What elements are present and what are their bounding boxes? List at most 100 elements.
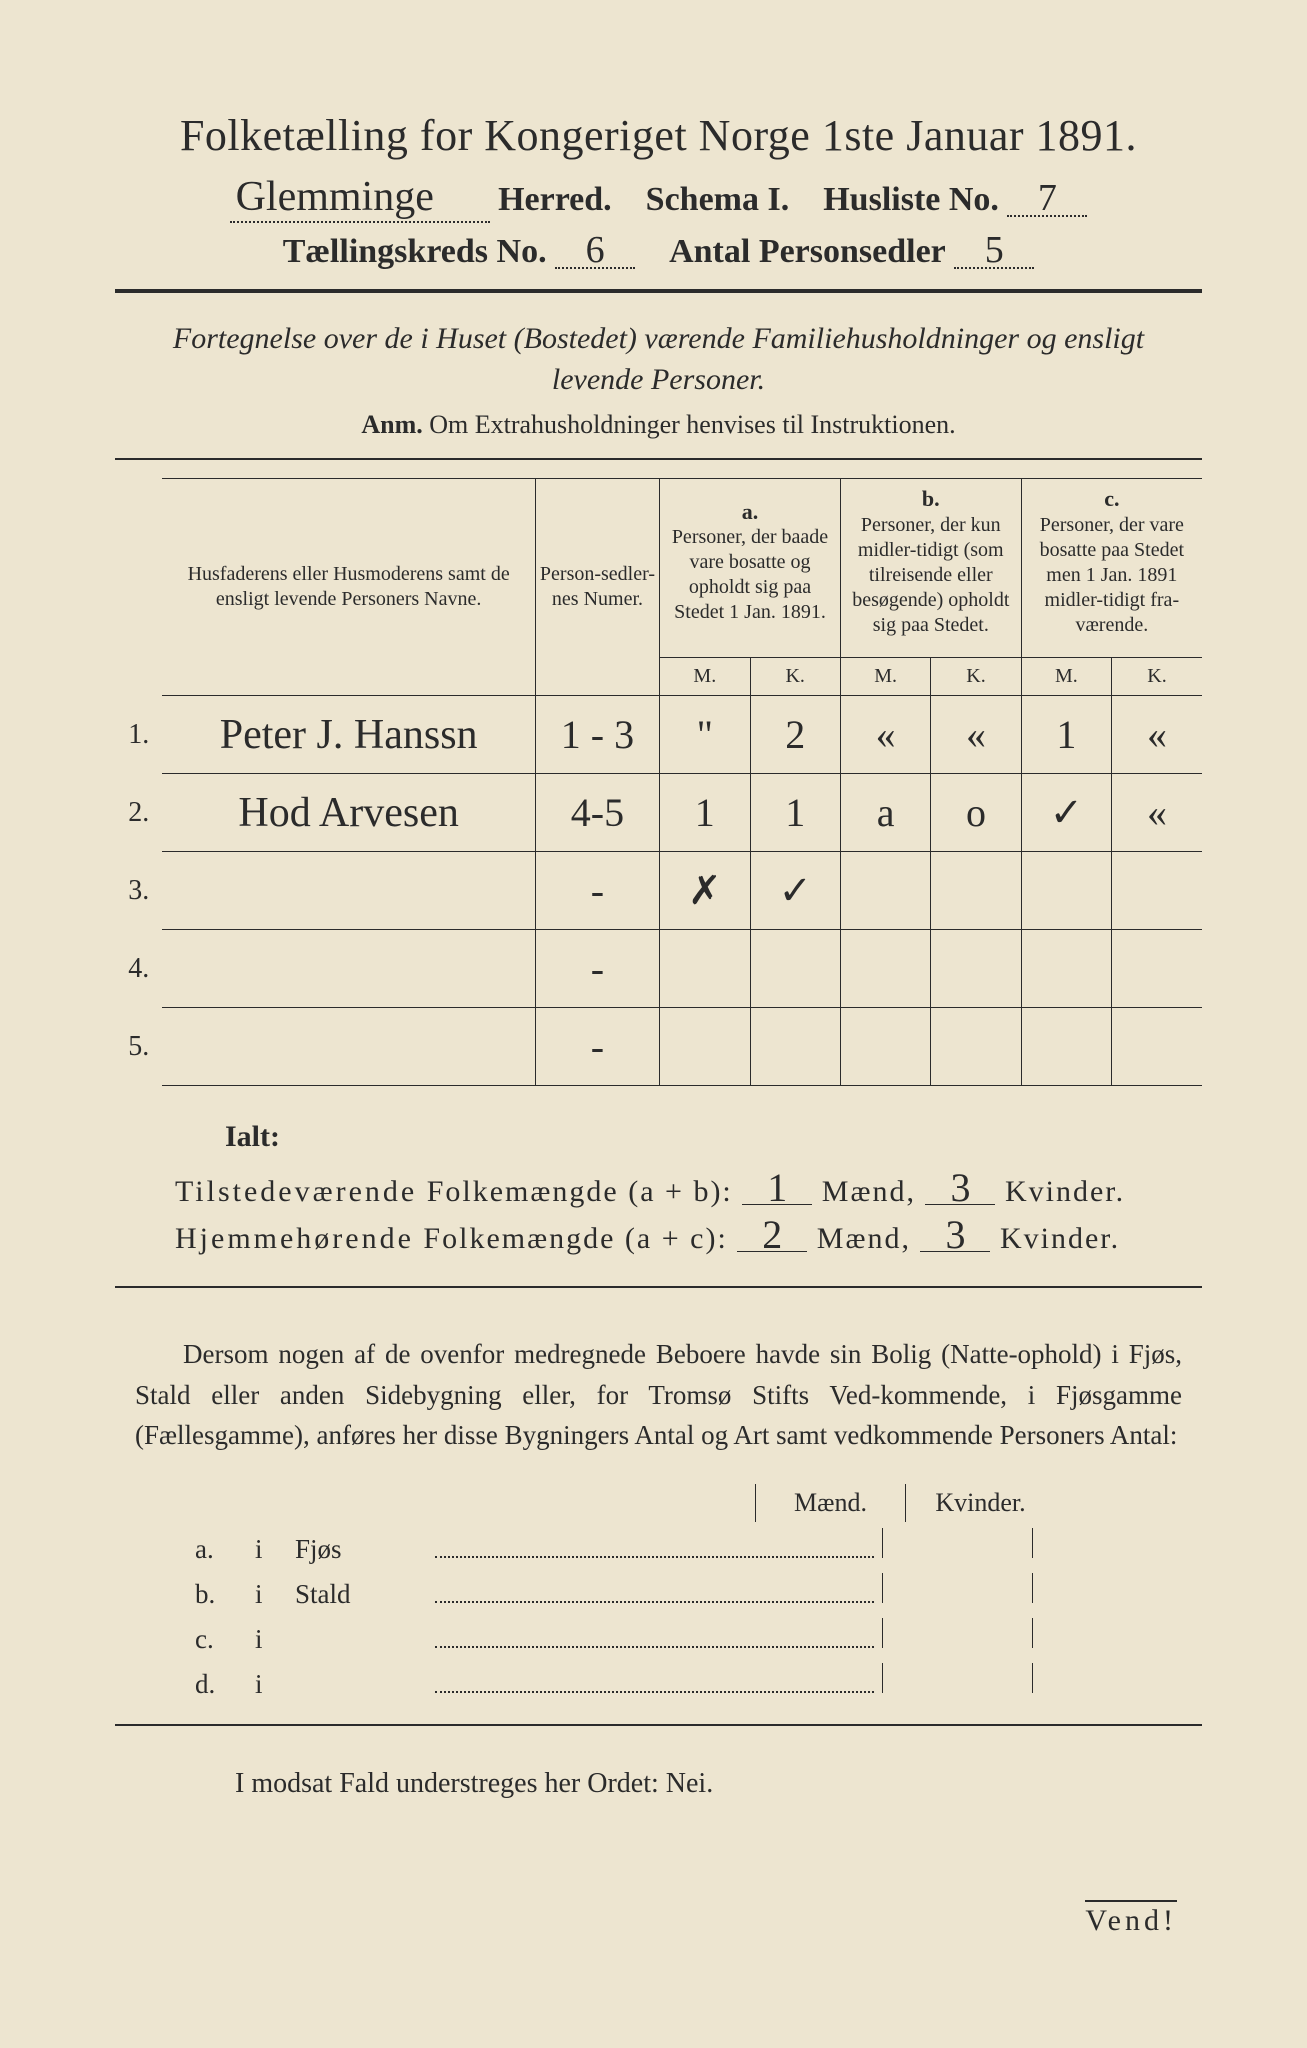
kvinder2: Kvinder.: [1000, 1222, 1120, 1255]
totals-line-2: Hjemmehørende Folkemængde (a + c): 2 Mæn…: [175, 1219, 1202, 1256]
nei-line: I modsat Fald understreges her Ordet: Ne…: [235, 1768, 1202, 1800]
a-m-cell: 1: [660, 774, 750, 852]
b-m-cell: [840, 852, 930, 930]
kvinder-col-label: Kvinder.: [905, 1484, 1055, 1522]
ialt-label: Ialt:: [225, 1120, 1202, 1154]
t1a: Tilstedeværende: [175, 1175, 417, 1208]
a-k-cell: [750, 930, 840, 1008]
antal-label: Antal Personsedler: [669, 233, 946, 270]
antal-value: 5: [954, 233, 1034, 269]
mk-columns-head: Mænd. Kvinder.: [755, 1484, 1202, 1522]
b-m-cell: [840, 930, 930, 1008]
names-head: Husfaderens eller Husmoderens samt de en…: [162, 479, 535, 696]
c-m: M.: [1021, 658, 1111, 696]
dwelling-i: i: [255, 1534, 295, 1565]
t1k: 3: [925, 1172, 995, 1205]
a-m-cell: [660, 930, 750, 1008]
personsedler-num: -: [535, 852, 659, 930]
col-b-head: b. Personer, der kun midler-tidigt (som …: [840, 479, 1021, 644]
c-m-cell: 1: [1021, 696, 1111, 774]
husliste-label: Husliste No.: [823, 181, 999, 218]
dwelling-list: a.iFjøsb.iStaldc.id.i: [195, 1528, 1182, 1700]
dwelling-k: [1032, 1528, 1182, 1558]
col-b-text: Personer, der kun midler-tidigt (som til…: [845, 513, 1017, 638]
b-k-cell: «: [931, 696, 1021, 774]
a-k-cell: 1: [750, 774, 840, 852]
dwelling-letter: d.: [195, 1669, 255, 1700]
personsedler-num: -: [535, 1008, 659, 1086]
dwelling-i: i: [255, 1579, 295, 1610]
herred-value: Glemminge: [230, 173, 490, 223]
b-m: M.: [840, 658, 930, 696]
c-m-cell: [1021, 1008, 1111, 1086]
row-number: 4.: [115, 930, 162, 1008]
t2k: 3: [920, 1219, 990, 1252]
b-k-cell: o: [931, 774, 1021, 852]
dotted-line: [435, 1531, 874, 1558]
a-k-cell: 2: [750, 696, 840, 774]
census-table: Husfaderens eller Husmoderens samt de en…: [115, 478, 1202, 1086]
c-k-cell: [1112, 852, 1202, 930]
c-k-cell: «: [1112, 774, 1202, 852]
c-m-cell: [1021, 930, 1111, 1008]
kreds-value: 6: [555, 233, 635, 269]
table-row: 1.Peter J. Hanssn1 - 3"2««1«: [115, 696, 1202, 774]
dwelling-m: [882, 1528, 1032, 1558]
personsedler-num: 4-5: [535, 774, 659, 852]
dwelling-i: i: [255, 1669, 295, 1700]
name-cell: [162, 1008, 535, 1086]
c-m-cell: [1021, 852, 1111, 930]
b-m-cell: [840, 1008, 930, 1086]
a-m-cell: ": [660, 696, 750, 774]
b-m-cell: «: [840, 696, 930, 774]
dwelling-m: [882, 1573, 1032, 1603]
schema-label: Schema I.: [646, 181, 790, 218]
maend-col-label: Mænd.: [755, 1484, 905, 1522]
anm-label: Anm.: [361, 410, 422, 439]
t2b: Folkemængde (a + c):: [423, 1222, 727, 1255]
dwelling-type: Stald: [295, 1579, 435, 1610]
dotted-line: [435, 1576, 874, 1603]
dwelling-row: c.i: [195, 1618, 1182, 1655]
husliste-value: 7: [1007, 181, 1087, 217]
maend2: Mænd,: [817, 1222, 911, 1255]
rule-3: [115, 1286, 1202, 1288]
numer-head: Person-sedler-nes Numer.: [535, 479, 659, 696]
a-m: M.: [660, 658, 750, 696]
b-k: K.: [931, 658, 1021, 696]
dwelling-m: [882, 1663, 1032, 1693]
t1b: Folkemængde (a + b):: [427, 1175, 733, 1208]
c-k-cell: [1112, 1008, 1202, 1086]
table-row: 5. -: [115, 1008, 1202, 1086]
dwelling-k: [1032, 1618, 1182, 1648]
header-line-3: Tællingskreds No. 6 Antal Personsedler 5: [115, 233, 1202, 271]
dwelling-row: b.iStald: [195, 1573, 1182, 1610]
dotted-line: [435, 1666, 874, 1693]
col-c-text: Personer, der vare bosatte paa Stedet me…: [1026, 513, 1198, 638]
a-k: K.: [750, 658, 840, 696]
col-a-head: a. Personer, der baade vare bosatte og o…: [660, 479, 841, 644]
col-a-text: Personer, der baade vare bosatte og opho…: [664, 525, 836, 625]
b-k-cell: [931, 930, 1021, 1008]
t1m: 1: [742, 1172, 812, 1205]
table-row: 2.Hod Arvesen4-511ao✓«: [115, 774, 1202, 852]
t2m: 2: [737, 1219, 807, 1252]
table-row: 3.-✗✓: [115, 852, 1202, 930]
subtitle: Fortegnelse over de i Huset (Bostedet) v…: [155, 319, 1162, 400]
row-number: 5.: [115, 1008, 162, 1086]
anm-line: Anm. Om Extrahusholdninger henvises til …: [115, 410, 1202, 440]
dwelling-k: [1032, 1663, 1182, 1693]
dwelling-row: d.i: [195, 1663, 1182, 1700]
b-m-cell: a: [840, 774, 930, 852]
name-cell: Peter J. Hanssn: [162, 696, 535, 774]
name-cell: [162, 852, 535, 930]
c-k: K.: [1112, 658, 1202, 696]
page-title: Folketælling for Kongeriget Norge 1ste J…: [115, 110, 1202, 161]
a-m-cell: ✗: [660, 852, 750, 930]
header-line-2: Glemminge Herred. Schema I. Husliste No.…: [115, 173, 1202, 223]
a-k-cell: [750, 1008, 840, 1086]
col-a-letter: a.: [664, 498, 836, 526]
herred-label: Herred.: [498, 181, 612, 218]
c-k-cell: «: [1112, 696, 1202, 774]
dwelling-letter: b.: [195, 1579, 255, 1610]
